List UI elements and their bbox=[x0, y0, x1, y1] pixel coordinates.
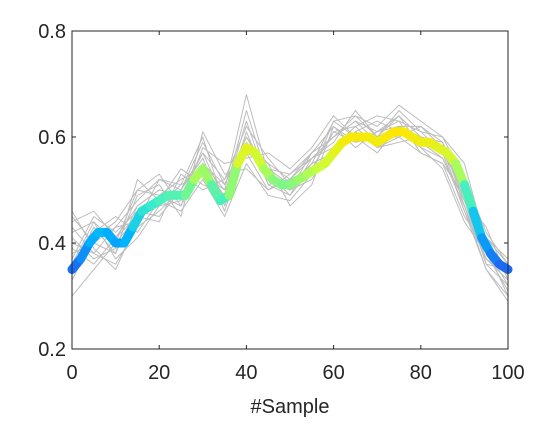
y-tick-label: 0.6 bbox=[38, 127, 66, 149]
x-tick-label: 40 bbox=[235, 362, 257, 384]
sample-curves bbox=[72, 94, 508, 302]
x-axis-ticks: 0 20 40 60 80 100 bbox=[66, 31, 525, 384]
y-axis-ticks: 0.2 0.4 0.6 0.8 bbox=[38, 21, 508, 361]
plot-frame bbox=[71, 30, 509, 350]
sample-curve-14 bbox=[72, 120, 508, 265]
mean-curve bbox=[67, 127, 513, 274]
y-tick-label: 0.4 bbox=[38, 233, 66, 255]
x-tick-label: 100 bbox=[491, 362, 524, 384]
mean-curve-segment bbox=[494, 259, 513, 274]
x-tick-label: 0 bbox=[66, 362, 77, 384]
mean-curve-segment bbox=[224, 159, 243, 200]
x-tick-label: 80 bbox=[410, 362, 432, 384]
y-tick-label: 0.2 bbox=[38, 339, 66, 361]
x-axis-label: #Sample bbox=[251, 396, 330, 418]
x-tick-label: 60 bbox=[322, 362, 344, 384]
mean-curve-segment bbox=[468, 206, 487, 243]
mean-curve-segment bbox=[459, 180, 478, 216]
y-tick-label: 0.8 bbox=[38, 21, 66, 43]
x-tick-label: 20 bbox=[148, 362, 170, 384]
